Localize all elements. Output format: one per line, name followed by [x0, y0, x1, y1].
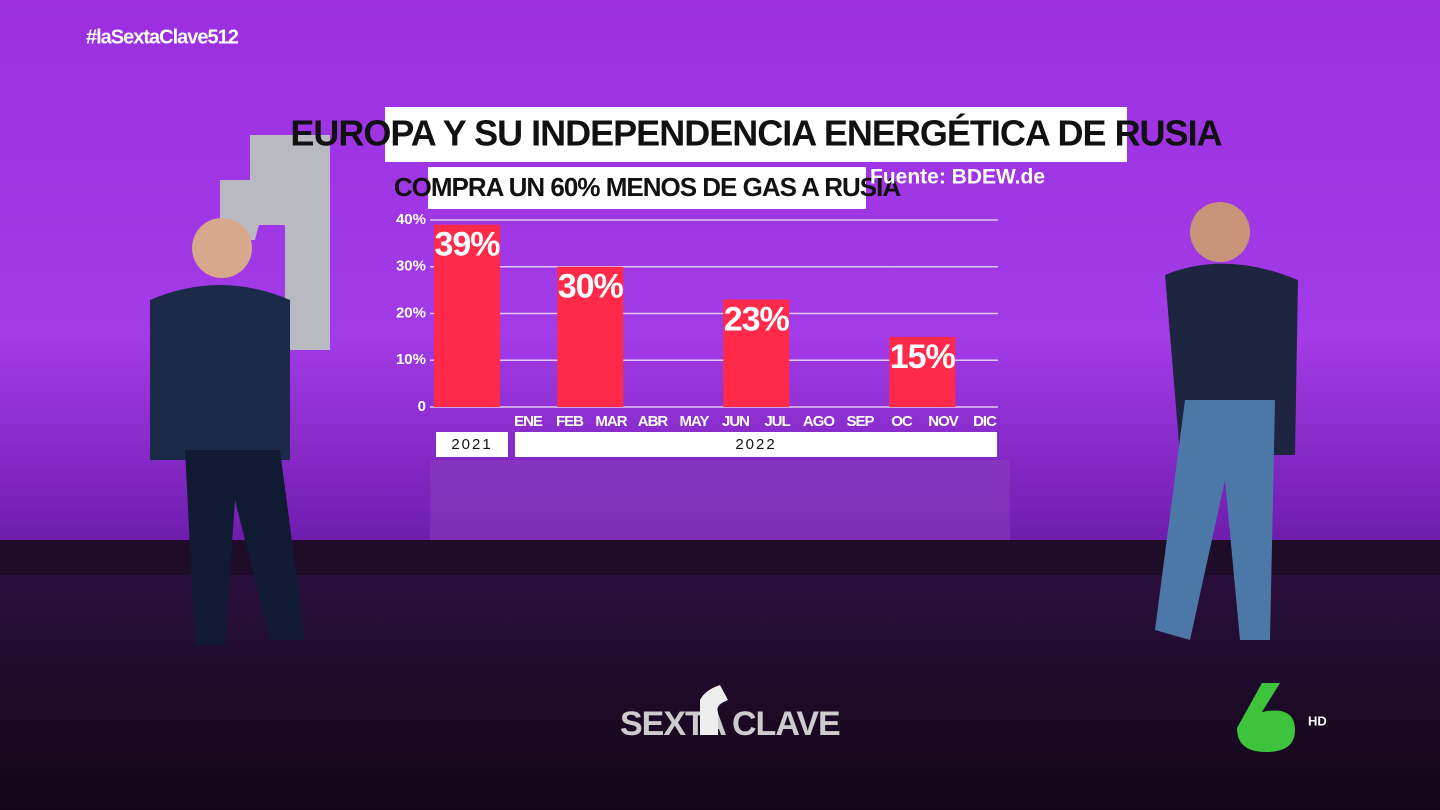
value-label: 15%	[890, 338, 956, 376]
period-label: 2022	[735, 436, 776, 453]
x-tick-label: FEB	[556, 413, 584, 430]
period-box	[515, 432, 997, 457]
logo-mark	[700, 685, 728, 735]
y-tick-label: 40%	[396, 211, 426, 228]
x-tick-label: MAR	[595, 413, 627, 430]
channel-logo	[1237, 683, 1295, 752]
presenter-right	[1155, 202, 1298, 640]
x-tick-label: JUN	[722, 413, 749, 430]
x-tick-label: MAY	[680, 413, 710, 430]
presenter-left	[150, 218, 305, 645]
x-tick-label: ENE	[514, 413, 543, 430]
x-tick-label: DIC	[973, 413, 997, 430]
value-label: 23%	[724, 300, 790, 338]
y-tick-label: 30%	[396, 258, 426, 275]
bar	[889, 336, 956, 407]
bar	[723, 299, 790, 407]
y-tick-label: 10%	[396, 351, 426, 368]
subtitle-box	[428, 167, 866, 209]
x-tick-label: AGO	[803, 413, 836, 430]
x-tick-label: OC	[891, 413, 913, 430]
quality-badge: HD	[1308, 713, 1327, 728]
chart-subtitle: COMPRA UN 60% MENOS DE GAS A RUSIA	[394, 172, 902, 202]
title-box	[385, 107, 1127, 162]
logo-right: CLAVE	[732, 705, 840, 743]
value-label: 39%	[434, 226, 500, 264]
bar	[557, 266, 624, 407]
chart-source: Fuente: BDEW.de	[870, 166, 1045, 189]
x-tick-label: NOV	[928, 413, 959, 430]
quote-mark	[220, 135, 330, 350]
hashtag: #laSextaClave512	[86, 26, 239, 48]
y-tick-label: 0	[418, 398, 426, 415]
show-logo: SEXTA CLAVE	[620, 685, 841, 743]
x-tick-label: ABR	[638, 413, 669, 430]
y-tick-label: 20%	[396, 304, 426, 321]
x-tick-label: SEP	[846, 413, 874, 430]
period-box	[436, 432, 508, 457]
x-tick-label: JUL	[764, 413, 790, 430]
value-label: 30%	[558, 268, 624, 306]
bar	[434, 224, 500, 407]
period-label: 2021	[451, 436, 492, 453]
background-machinery	[430, 460, 1010, 540]
chart-title: EUROPA Y SU INDEPENDENCIA ENERGÉTICA DE …	[290, 113, 1222, 154]
